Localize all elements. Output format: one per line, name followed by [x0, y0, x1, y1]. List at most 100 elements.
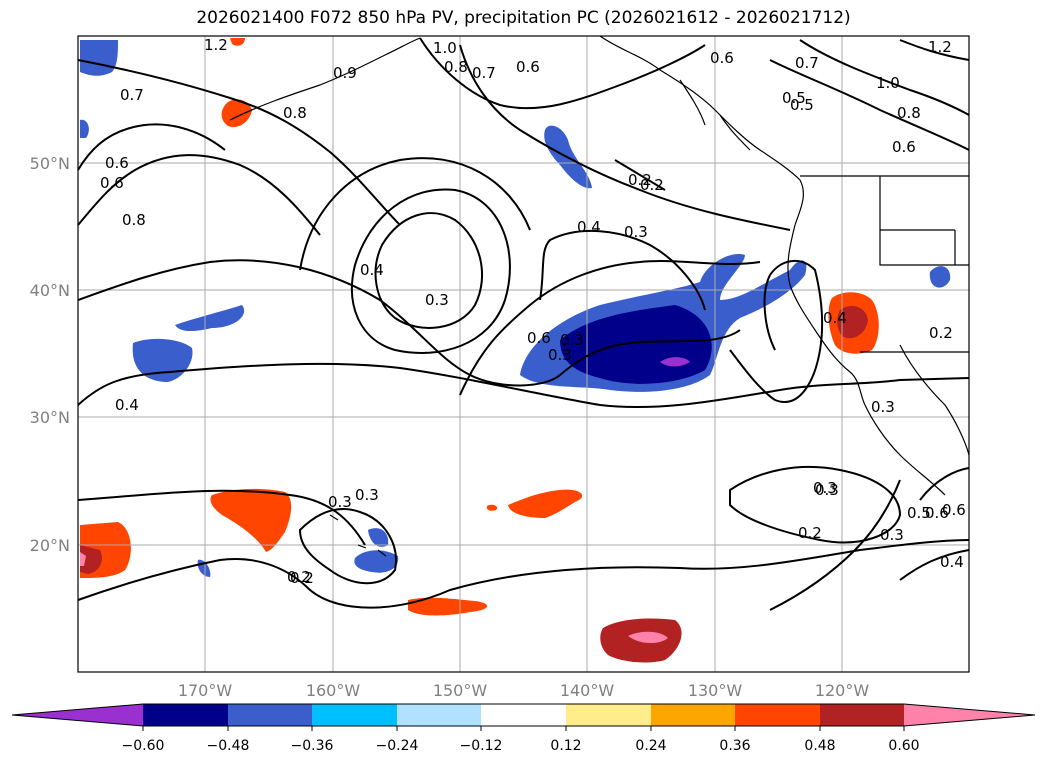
- coastline-alaska: [599, 35, 804, 226]
- contour-label: 0.6: [516, 58, 540, 76]
- contour-label: 0.3: [813, 479, 837, 497]
- contour-label: 0.2: [929, 324, 953, 342]
- lon-label: 170°W: [178, 681, 233, 700]
- contour-label: 0.3: [425, 291, 449, 309]
- lat-label: 50°N: [30, 154, 70, 173]
- colorbar-segment: [312, 704, 397, 726]
- pv-contour: [350, 188, 511, 354]
- colorbar-segment: [735, 704, 820, 726]
- contour-label: 1.2: [204, 36, 228, 54]
- coastline-hawaii: [329, 514, 387, 557]
- pv-contour: [77, 154, 321, 236]
- contour-label: 0.3: [624, 223, 648, 241]
- contour-label: 0.8: [897, 104, 921, 122]
- lon-label: 140°W: [560, 681, 615, 700]
- precip-area: [660, 357, 690, 367]
- contour-label: 1.2: [928, 38, 952, 56]
- contour-label: 0.6: [942, 501, 966, 519]
- pv-contour: [298, 508, 397, 585]
- pv-contour: [539, 230, 706, 311]
- precip-area: [230, 38, 245, 46]
- coastlines: [229, 35, 970, 557]
- pv-contour: [899, 467, 970, 581]
- colorbar-tick-label: −0.48: [207, 738, 250, 754]
- colorbar-tick-label: −0.36: [291, 738, 334, 754]
- contour-label: 0.7: [120, 86, 144, 104]
- precip-area: [80, 552, 86, 566]
- pv-contours: [77, 37, 970, 611]
- colorbar-ticks: [142, 726, 905, 731]
- colorbar-segment: [566, 704, 651, 726]
- map-frame: [77, 35, 970, 673]
- contour-label: 0.2: [287, 568, 311, 586]
- colorbar-segment: [12, 704, 143, 726]
- precip-area: [175, 305, 245, 332]
- pv-contour: [419, 37, 706, 110]
- contour-label: 0.7: [795, 54, 819, 72]
- precip-area: [408, 597, 488, 616]
- contour-label: 0.3: [355, 486, 379, 504]
- coastline-bc-islands: [679, 79, 751, 151]
- contour-label: 0.2: [798, 524, 822, 542]
- pv-contour: [77, 489, 366, 546]
- contour-label: 0.3: [815, 481, 839, 499]
- pv-contour: [459, 260, 761, 396]
- precip-area: [80, 545, 102, 574]
- contour-label: 0.4: [823, 309, 847, 327]
- pv-contour-labels: 1.2 1.0 0.9 0.8 0.7 0.6 0.7 0.6 0.8 0.6 …: [100, 36, 966, 587]
- colorbar-segment: [904, 704, 1035, 726]
- precip-area: [837, 305, 868, 339]
- contour-label: 0.3: [880, 526, 904, 544]
- coastline-us-west: [787, 224, 866, 406]
- contour-label: 0.4: [360, 261, 384, 279]
- contour-label: 0.3: [871, 398, 895, 416]
- lat-label: 40°N: [30, 281, 70, 300]
- colorbar-tick-label: 0.48: [804, 738, 835, 754]
- pv-contour: [77, 539, 970, 609]
- contour-label: 1.0: [876, 74, 900, 92]
- contour-label: 0.5: [782, 89, 806, 107]
- contour-label: 0.9: [333, 64, 357, 82]
- lat-label: 30°N: [30, 408, 70, 427]
- contour-label: 0.5: [907, 504, 931, 522]
- lon-label: 160°W: [306, 681, 361, 700]
- contour-label: 0.6: [925, 504, 949, 522]
- precip-area: [508, 489, 583, 518]
- precip-area: [486, 504, 498, 511]
- contour-label: 0.6: [100, 174, 124, 192]
- lat-labels: 50°N 40°N 30°N 20°N: [30, 154, 70, 555]
- contour-label: 0.7: [472, 64, 496, 82]
- contour-label: 0.4: [577, 218, 601, 236]
- precip-area: [368, 528, 389, 547]
- colorbar: −0.60 −0.48 −0.36 −0.24 −0.12 0.12 0.24 …: [11, 703, 1036, 754]
- precip-area: [210, 488, 292, 552]
- colorbar-segment: [651, 704, 735, 726]
- contour-label: 0.6: [710, 49, 734, 67]
- pv-contour: [77, 362, 970, 409]
- colorbar-tick-label: −0.12: [460, 738, 503, 754]
- contour-label: 0.2: [640, 176, 664, 194]
- lon-labels: 170°W 160°W 150°W 140°W 130°W 120°W: [178, 681, 870, 700]
- colorbar-segment: [820, 704, 904, 726]
- contour-label: 0.6: [527, 329, 551, 347]
- contour-label: 0.3: [328, 493, 352, 511]
- pv-contour: [459, 44, 791, 231]
- pv-contour: [374, 212, 483, 329]
- contour-label: 0.3: [548, 346, 572, 364]
- pv-contour: [729, 260, 824, 403]
- contour-label: 0.2: [290, 569, 314, 587]
- pv-contour: [77, 123, 226, 171]
- lat-label: 20°N: [30, 536, 70, 555]
- pv-contour: [614, 159, 666, 191]
- colorbar-tick-label: −0.24: [376, 738, 419, 754]
- precip-area: [80, 40, 118, 76]
- pv-contour: [799, 39, 970, 116]
- pv-contour: [769, 59, 970, 151]
- pv-contour: [299, 157, 531, 271]
- colorbar-tick-label: 0.60: [888, 738, 919, 754]
- contour-label: 0.4: [115, 396, 139, 414]
- coastline-gulf: [899, 344, 970, 456]
- contour-label: 1.0: [433, 39, 457, 57]
- contour-label: 0.8: [283, 104, 307, 122]
